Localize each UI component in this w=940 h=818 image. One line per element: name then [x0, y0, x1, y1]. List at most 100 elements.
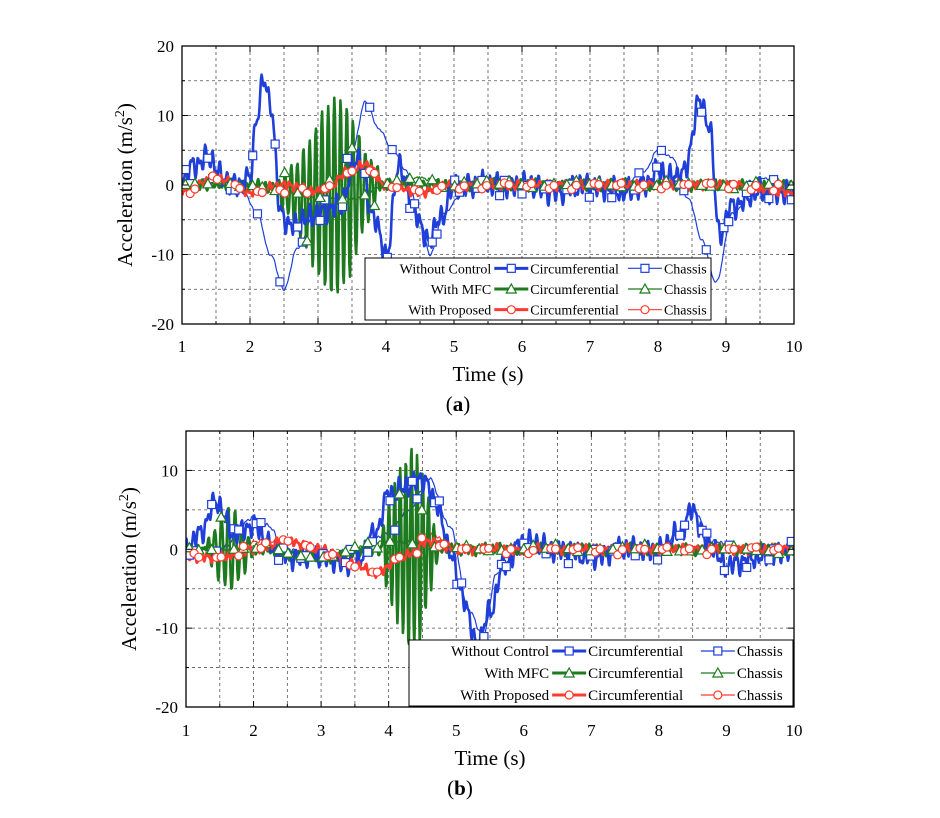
- legend-group-label: With MFC: [484, 666, 549, 682]
- x-tick-label: 6: [518, 337, 527, 356]
- data-point: [439, 539, 449, 549]
- legend-item-label: Chassis: [737, 644, 783, 660]
- series-line-0: [182, 73, 794, 262]
- data-point: [517, 189, 527, 199]
- data-point: [706, 544, 717, 554]
- legend-item-label: Chassis: [664, 304, 707, 319]
- x-tick-label: 2: [246, 337, 255, 356]
- data-point: [427, 237, 437, 247]
- data-point: [550, 544, 561, 554]
- data-point: [275, 277, 285, 287]
- legend-group-label: Without Control: [451, 644, 549, 660]
- data-point: [595, 544, 605, 554]
- data-point: [607, 193, 617, 203]
- x-tick-label: 4: [382, 337, 391, 356]
- panel-caption: (b): [447, 776, 473, 800]
- data-point: [257, 187, 267, 198]
- legend-item-label: Circumferential: [530, 283, 619, 298]
- data-point: [372, 567, 382, 577]
- data-point: [409, 199, 420, 209]
- data-point: [594, 180, 604, 190]
- x-tick-label: 9: [722, 721, 731, 740]
- x-tick-label: 2: [249, 721, 258, 740]
- data-point: [337, 201, 348, 212]
- data-point: [773, 179, 783, 189]
- x-tick-label: 10: [786, 337, 803, 356]
- legend-group-label: With Proposed: [408, 304, 491, 319]
- data-point: [291, 186, 304, 198]
- y-tick-label: 0: [166, 176, 175, 195]
- data-point: [293, 222, 303, 232]
- data-point: [339, 545, 352, 557]
- data-point: [751, 542, 761, 552]
- data-point: [437, 181, 447, 191]
- data-point: [724, 217, 734, 227]
- y-tick-label: 10: [157, 107, 174, 126]
- x-tick-label: 10: [786, 721, 803, 740]
- legend-item-label: Circumferential: [588, 666, 683, 682]
- data-point: [256, 517, 266, 528]
- data-point: [363, 547, 373, 557]
- data-point: [369, 168, 380, 178]
- data-point: [528, 545, 538, 555]
- data-point: [368, 199, 381, 211]
- data-point: [412, 548, 422, 559]
- data-point: [786, 195, 794, 205]
- data-point: [773, 543, 784, 553]
- data-point: [415, 503, 428, 515]
- data-point: [280, 188, 290, 198]
- data-point: [234, 551, 244, 561]
- data-point: [407, 476, 417, 486]
- x-tick-label: 1: [178, 337, 187, 356]
- data-point: [182, 178, 192, 190]
- data-point: [347, 166, 357, 176]
- data-point: [501, 562, 511, 572]
- data-point: [216, 552, 226, 562]
- data-point: [314, 191, 327, 203]
- legend-marker: [713, 690, 723, 700]
- data-point: [301, 234, 314, 246]
- data-point: [405, 203, 415, 213]
- data-point: [616, 178, 626, 188]
- data-point: [387, 144, 397, 155]
- data-point: [679, 520, 690, 530]
- x-tick-label: 6: [520, 721, 529, 740]
- data-point: [701, 245, 711, 255]
- data-point: [315, 215, 325, 226]
- data-point: [212, 174, 222, 184]
- data-point: [506, 544, 516, 554]
- data-point: [392, 183, 402, 193]
- data-point: [675, 530, 685, 540]
- data-point: [762, 177, 775, 189]
- data-point: [194, 552, 204, 562]
- x-tick-label: 4: [384, 721, 393, 740]
- legend-group-label: With Proposed: [460, 688, 549, 704]
- data-point: [639, 180, 649, 190]
- legend-marker: [564, 690, 574, 700]
- x-tick-label: 7: [587, 721, 596, 740]
- data-point: [272, 543, 285, 555]
- data-point: [406, 537, 419, 549]
- data-point: [390, 525, 400, 535]
- data-point: [302, 188, 312, 198]
- legend: Without Control Circumferential Chassis Wit…: [364, 257, 712, 321]
- data-point: [504, 180, 514, 190]
- data-point: [383, 535, 397, 546]
- legend-item-label: Chassis: [737, 688, 783, 704]
- x-tick-label: 7: [586, 337, 595, 356]
- y-axis-title: Acceleration (m/s2): [113, 103, 137, 267]
- data-point: [729, 544, 739, 554]
- y-tick-label: -20: [151, 315, 174, 334]
- data-point: [742, 562, 752, 573]
- data-point: [348, 540, 361, 552]
- x-tick-label: 5: [450, 337, 459, 356]
- data-point: [350, 562, 360, 572]
- data-point: [327, 549, 338, 559]
- y-tick-label: 10: [161, 461, 178, 480]
- data-point: [526, 178, 537, 189]
- legend-marker: [640, 305, 650, 315]
- data-point: [459, 181, 469, 191]
- data-point: [207, 499, 217, 510]
- data-point: [201, 177, 214, 189]
- y-tick-label: -10: [155, 619, 178, 638]
